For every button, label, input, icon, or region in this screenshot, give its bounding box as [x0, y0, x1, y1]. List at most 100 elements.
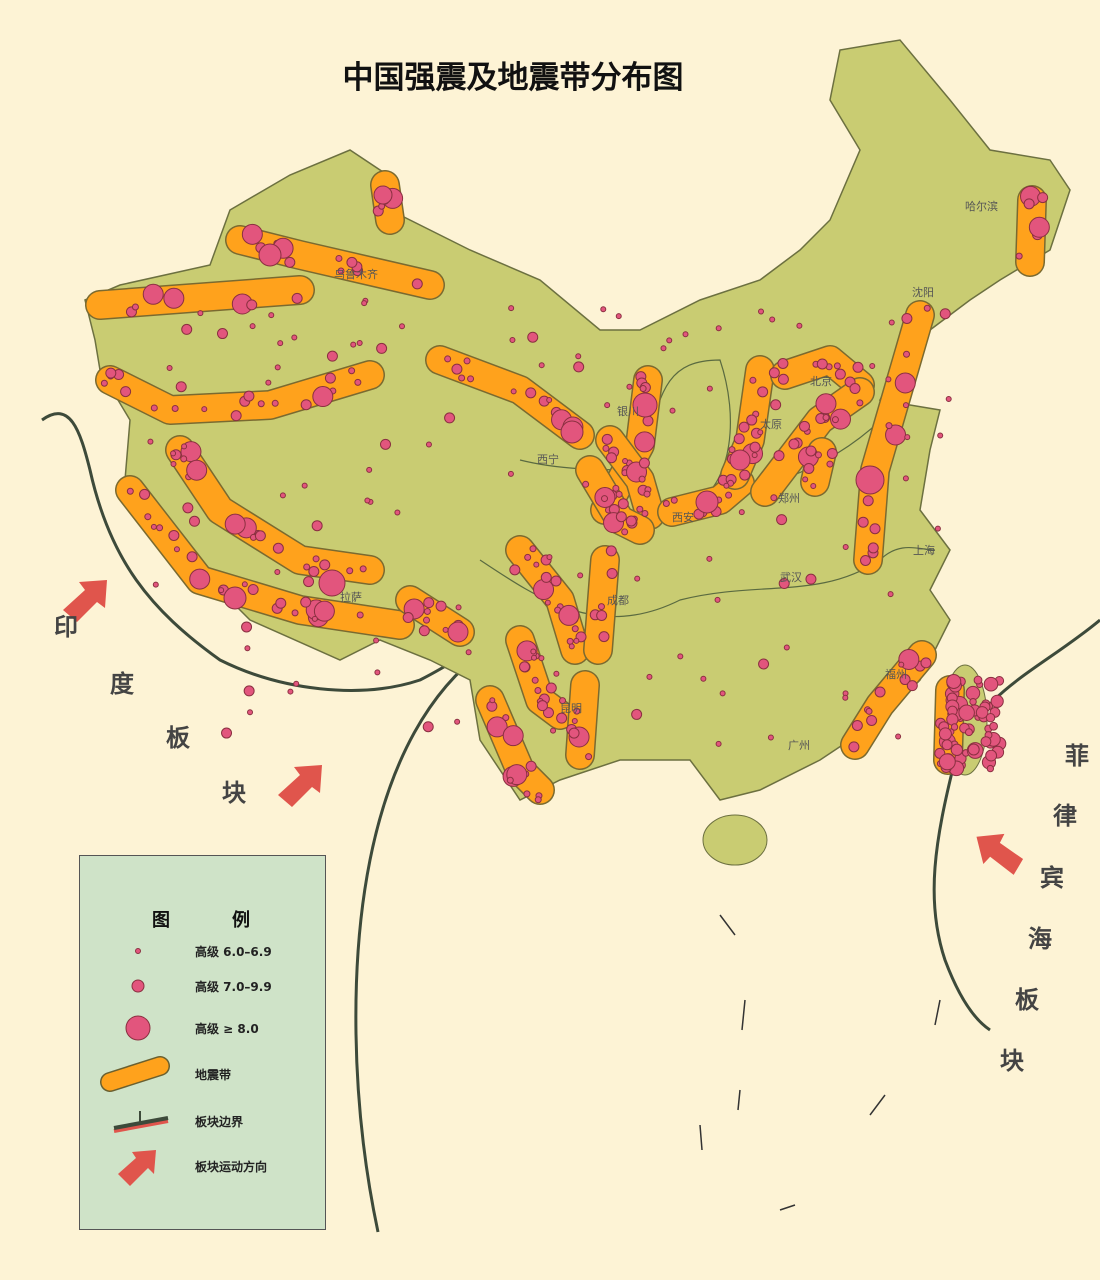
- earthquake-marker: [279, 492, 286, 499]
- city-label: 成都: [607, 594, 629, 607]
- medium-dot-icon: [131, 979, 145, 993]
- earthquake-marker: [777, 358, 789, 370]
- earthquake-marker: [842, 543, 849, 550]
- earthquake-marker: [857, 516, 869, 528]
- earthquake-marker: [444, 355, 452, 363]
- earthquake-marker: [559, 697, 567, 705]
- earthquake-marker: [573, 637, 580, 644]
- earthquake-marker-large: [223, 586, 247, 610]
- earthquake-marker: [531, 654, 538, 661]
- earthquake-marker: [529, 545, 537, 553]
- plate-label-india: 度: [110, 670, 134, 698]
- earthquake-marker: [525, 760, 537, 772]
- earthquake-marker: [934, 525, 941, 532]
- earthquake-marker: [617, 498, 629, 510]
- earthquake-marker: [571, 717, 578, 724]
- plate-label-philippine: 宾: [1040, 864, 1064, 892]
- earthquake-marker: [946, 713, 959, 726]
- earthquake-marker: [366, 466, 373, 473]
- earthquake-marker: [300, 399, 312, 411]
- earthquake-marker: [950, 723, 959, 731]
- small-dot-icon: [135, 948, 141, 954]
- earthquake-marker: [1028, 216, 1050, 238]
- earthquake-marker: [1023, 198, 1035, 210]
- earthquake-marker: [241, 223, 263, 245]
- earthquake-marker: [525, 387, 537, 399]
- earthquake-marker: [201, 406, 208, 413]
- earthquake-marker: [851, 719, 863, 731]
- earthquake-marker: [540, 571, 552, 583]
- earthquake-marker: [546, 396, 553, 403]
- earthquake-marker-large: [447, 621, 469, 643]
- city-label: 昆明: [560, 702, 582, 715]
- earthquake-marker: [826, 447, 838, 459]
- earthquake-marker: [597, 603, 605, 611]
- earthquake-marker: [894, 372, 916, 394]
- earthquake-marker: [277, 340, 284, 347]
- earthquake-marker: [402, 612, 414, 624]
- earthquake-marker: [241, 621, 253, 633]
- earthquake-marker: [770, 494, 778, 502]
- earthquake-marker: [983, 676, 999, 692]
- plate-boundary-dashed: [737, 1089, 741, 1111]
- earthquake-marker: [602, 444, 610, 452]
- earthquake-marker: [643, 490, 651, 498]
- earthquake-marker: [346, 567, 354, 575]
- earthquake-marker: [181, 443, 188, 450]
- earthquake-marker: [719, 690, 726, 697]
- earthquake-marker-large: [373, 185, 393, 205]
- earthquake-marker: [826, 460, 834, 468]
- earthquake-marker: [444, 412, 456, 424]
- earthquake-marker: [612, 484, 620, 492]
- earthquake-marker: [545, 682, 557, 694]
- earthquake-marker: [941, 739, 953, 751]
- earthquake-marker: [489, 697, 496, 704]
- earthquake-marker: [805, 445, 817, 457]
- seismic-belt: [116, 476, 414, 639]
- city-label: 西宁: [537, 453, 559, 466]
- earthquake-marker: [163, 287, 185, 309]
- earthquake-marker: [965, 685, 981, 701]
- earthquake-marker: [939, 308, 951, 320]
- earthquake-marker: [373, 637, 380, 644]
- earthquake-marker: [312, 386, 334, 408]
- earthquake-marker: [287, 688, 294, 695]
- earthquake-marker: [700, 675, 707, 682]
- earthquake-marker: [243, 685, 255, 697]
- earthquake-marker: [770, 399, 782, 411]
- earthquake-marker: [243, 390, 255, 402]
- earthquake-marker: [284, 256, 296, 268]
- earthquake-marker: [638, 475, 646, 483]
- city-label: 武汉: [780, 571, 802, 584]
- earthquake-marker: [573, 361, 585, 373]
- earthquake-marker: [182, 502, 194, 514]
- earthquake-marker: [556, 712, 568, 724]
- earthquake-marker: [830, 408, 852, 430]
- earthquake-marker: [350, 341, 357, 348]
- earthquake-marker: [776, 514, 788, 526]
- plate-boundary-line: [354, 648, 486, 1233]
- earthquake-marker: [376, 342, 388, 354]
- city-label: 太原: [760, 418, 782, 431]
- earthquake-marker: [706, 385, 713, 392]
- earthquake-marker: [725, 491, 733, 499]
- earthquake-marker: [272, 542, 284, 554]
- earthquake-marker: [631, 708, 643, 720]
- map-title: 中国强震及地震带分布图: [342, 60, 684, 96]
- earthquake-marker: [814, 451, 822, 459]
- earthquake-marker: [533, 579, 555, 601]
- earthquake-marker: [715, 325, 722, 332]
- earthquake-marker: [715, 740, 722, 747]
- earthquake-marker: [180, 455, 188, 463]
- earthquake-marker: [530, 648, 537, 655]
- plate-label-philippine: 菲: [1065, 742, 1089, 770]
- earthquake-marker: [291, 292, 303, 304]
- earthquake-marker: [757, 386, 769, 398]
- earthquake-marker: [923, 304, 931, 312]
- earthquake-marker: [662, 500, 670, 508]
- earthquake-marker: [1015, 252, 1023, 260]
- earthquake-marker: [728, 446, 736, 454]
- earthquake-marker: [303, 576, 315, 588]
- earthquake-marker: [100, 379, 108, 387]
- earthquake-marker: [247, 584, 259, 596]
